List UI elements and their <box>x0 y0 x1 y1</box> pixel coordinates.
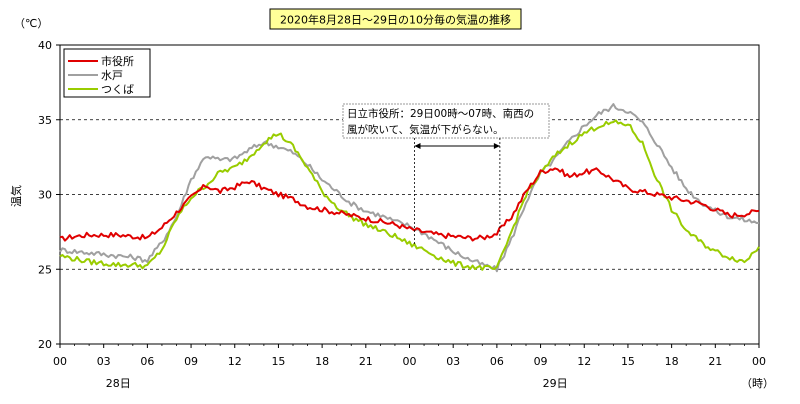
y-axis-label: 温気 <box>9 185 23 207</box>
x-tick-label: 15 <box>621 355 635 368</box>
annotation-box <box>342 103 550 139</box>
legend-label: 市役所 <box>101 54 134 68</box>
y-tick-label: 40 <box>38 39 52 52</box>
annotation-line-1: 日立市役所：29日00時～07時、南西の <box>347 107 534 120</box>
x-tick-label: 00 <box>53 355 67 368</box>
x-tick-label: 06 <box>140 355 154 368</box>
day-label: 28日 <box>106 377 131 390</box>
series-line-0 <box>59 167 760 242</box>
x-tick-label: 03 <box>446 355 460 368</box>
x-tick-label: 12 <box>577 355 591 368</box>
x-tick-label: 00 <box>403 355 417 368</box>
y-tick-label: 30 <box>38 189 52 202</box>
chart-title: 2020年8月28日～29日の10分毎の気温の推移 <box>280 13 511 27</box>
x-unit-label: （時） <box>741 377 774 390</box>
x-tick-label: 15 <box>271 355 285 368</box>
y-tick-label: 35 <box>38 114 52 127</box>
x-tick-label: 00 <box>752 355 766 368</box>
x-tick-label: 18 <box>315 355 329 368</box>
x-tick-label: 21 <box>708 355 722 368</box>
x-tick-label: 18 <box>665 355 679 368</box>
x-tick-label: 06 <box>490 355 504 368</box>
x-tick-label: 09 <box>534 355 548 368</box>
y-tick-label: 20 <box>38 338 52 351</box>
title-box <box>269 8 522 30</box>
series-line-2 <box>59 119 760 271</box>
x-tick-label: 21 <box>359 355 373 368</box>
y-tick-label: 25 <box>38 263 52 276</box>
legend-label: つくば <box>101 83 134 96</box>
day-label: 29日 <box>543 377 568 390</box>
x-tick-label: 09 <box>184 355 198 368</box>
x-tick-label: 03 <box>97 355 111 368</box>
legend-label: 水戸 <box>101 69 123 82</box>
annotation-arrowhead-left <box>414 143 421 149</box>
x-tick-label: 12 <box>228 355 242 368</box>
annotation-line-2: 風が吹いて、気温が下がらない。 <box>347 123 504 136</box>
annotation-arrowhead-right <box>493 143 500 149</box>
y-unit-label: （℃） <box>14 17 48 30</box>
